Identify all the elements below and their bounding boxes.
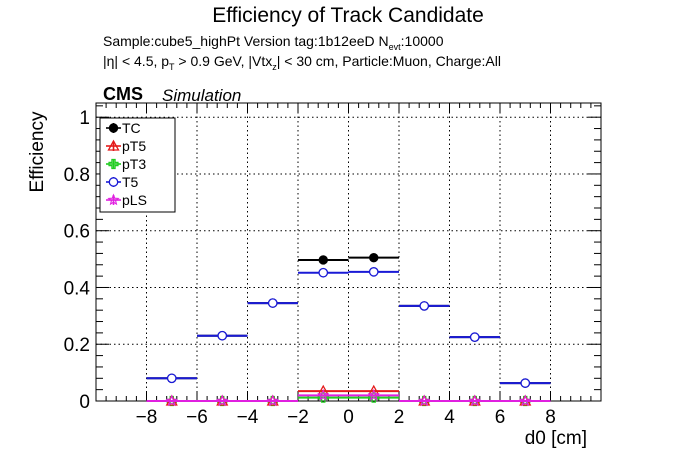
chart-subtitle-line-1: Sample:cube5_highPt Version tag:1b12eeD … bbox=[103, 33, 443, 52]
subtitle-sample: Sample:cube5_highPt Version tag:1b12eeD … bbox=[103, 33, 389, 49]
legend-marker bbox=[108, 123, 119, 133]
x-tick-label: −4 bbox=[237, 407, 259, 428]
marker-shape bbox=[368, 267, 379, 277]
subtitle-nevt-sub: evt bbox=[388, 41, 401, 52]
marker-shape bbox=[216, 394, 229, 407]
legend-entry-pls: pLS bbox=[106, 192, 147, 208]
marker-shape bbox=[367, 388, 380, 401]
x-tick-label: 8 bbox=[545, 407, 556, 428]
data-point bbox=[520, 378, 531, 388]
data-point bbox=[369, 252, 379, 263]
data-point bbox=[165, 394, 178, 407]
data-point bbox=[419, 301, 430, 311]
legend-entry-tc: TC bbox=[106, 120, 141, 136]
data-point bbox=[267, 298, 278, 308]
legend-entry-pt5: pT5 bbox=[106, 138, 146, 154]
chart-title: Efficiency of Track Candidate bbox=[212, 4, 484, 27]
legend-label: TC bbox=[122, 120, 141, 136]
subtitle-cut-vtx-sub: z bbox=[272, 61, 277, 72]
chart-subtitle-line-2: |η| < 4.5, pT > 0.9 GeV, |Vtxz| < 30 cm,… bbox=[103, 53, 501, 72]
data-points bbox=[146, 252, 551, 407]
x-tick-label: −8 bbox=[136, 407, 158, 428]
marker-shape bbox=[419, 301, 430, 311]
subtitle-cut-rest: | < 30 cm, Particle:Muon, Charge:All bbox=[276, 53, 501, 69]
x-tick-label: −6 bbox=[186, 407, 208, 428]
grid bbox=[96, 103, 601, 401]
marker-shape bbox=[318, 267, 329, 278]
data-point bbox=[519, 394, 532, 407]
marker-shape bbox=[108, 158, 119, 170]
marker-shape bbox=[267, 298, 278, 308]
y-tick-label: 1 bbox=[79, 108, 90, 129]
subtitle-nevt-value: :10000 bbox=[400, 33, 444, 49]
x-tick-label: 6 bbox=[495, 407, 506, 428]
data-point bbox=[166, 373, 177, 384]
data-point bbox=[217, 330, 228, 341]
x-tick-label: −2 bbox=[287, 407, 309, 428]
data-point bbox=[418, 394, 431, 407]
marker-shape bbox=[519, 394, 532, 407]
legend-entry-pt3: pT3 bbox=[106, 156, 146, 172]
axes-frame: −8 −6 −4 −2 0 2 4 6 8 0 0.2 0.4 0.6 0.8 1 bbox=[64, 102, 602, 428]
marker-shape bbox=[317, 388, 330, 401]
marker-shape bbox=[107, 193, 120, 206]
cms-label: CMS bbox=[103, 84, 143, 104]
x-tick-label: 2 bbox=[394, 407, 405, 428]
legend-label: pLS bbox=[122, 192, 147, 208]
marker-shape bbox=[107, 139, 120, 151]
marker-shape bbox=[108, 177, 119, 187]
marker-shape bbox=[108, 123, 119, 133]
subtitle-cut-eta: |η| < 4.5, p bbox=[103, 53, 170, 69]
y-tick-label: 0.4 bbox=[64, 278, 91, 299]
legend-marker bbox=[107, 139, 120, 151]
marker-shape bbox=[369, 252, 379, 263]
marker-shape bbox=[165, 394, 178, 407]
marker-shape bbox=[318, 255, 328, 265]
data-point bbox=[368, 267, 379, 277]
subtitle-cut-pt-sub: T bbox=[169, 61, 175, 72]
legend-marker bbox=[108, 158, 119, 170]
simulation-label: Simulation bbox=[162, 86, 242, 105]
data-point bbox=[468, 394, 481, 407]
marker-shape bbox=[217, 330, 228, 341]
y-tick-label: 0.8 bbox=[64, 165, 90, 186]
marker-shape bbox=[266, 394, 279, 407]
legend-label: T5 bbox=[122, 174, 139, 190]
y-tick-label: 0.2 bbox=[64, 335, 90, 356]
data-point bbox=[266, 394, 279, 407]
legend: TC pT5 pT3 T5 pLS bbox=[99, 117, 176, 213]
series-t5 bbox=[146, 267, 551, 388]
legend-marker bbox=[108, 177, 119, 187]
series-pls bbox=[146, 388, 551, 407]
y-tick-label: 0 bbox=[79, 392, 90, 413]
data-point bbox=[367, 388, 380, 401]
marker-shape bbox=[520, 378, 531, 388]
marker-shape bbox=[468, 394, 481, 407]
data-point bbox=[318, 255, 328, 265]
data-point bbox=[216, 394, 229, 407]
marker-shape bbox=[418, 394, 431, 407]
subtitle-cut-vtx: > 0.9 GeV, |Vtx bbox=[174, 53, 273, 69]
legend-label: pT3 bbox=[122, 156, 146, 172]
legend-entry-t5: T5 bbox=[106, 174, 139, 190]
x-tick-label: 0 bbox=[343, 407, 354, 428]
data-point bbox=[318, 267, 329, 278]
legend-label: pT5 bbox=[122, 138, 146, 154]
data-point bbox=[469, 332, 480, 342]
x-axis-label: d0 [cm] bbox=[524, 428, 587, 449]
legend-marker bbox=[107, 193, 120, 206]
data-point bbox=[317, 388, 330, 401]
y-tick-label: 0.6 bbox=[64, 222, 90, 243]
x-tick-label: 4 bbox=[444, 407, 455, 428]
marker-shape bbox=[469, 332, 480, 342]
marker-shape bbox=[166, 373, 177, 384]
